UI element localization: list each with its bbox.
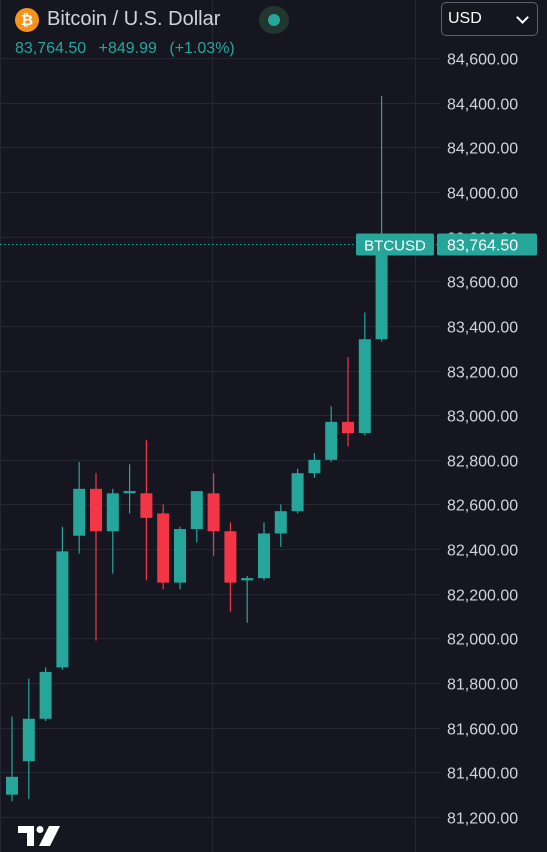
candlestick-series bbox=[6, 95, 388, 802]
price-axis[interactable]: 81,200.00 81,400.00 81,600.00 81,800.00 82,0… bbox=[437, 52, 537, 828]
currency-select[interactable]: USD bbox=[441, 2, 538, 36]
candle bbox=[22, 678, 35, 800]
price-tick-label: 81,400.00 bbox=[447, 766, 518, 783]
candle-body bbox=[106, 493, 119, 532]
candle-body bbox=[140, 493, 153, 518]
candle bbox=[6, 716, 18, 802]
price-change: +849.99 bbox=[98, 40, 157, 57]
market-open-dot-icon bbox=[259, 6, 289, 34]
candle bbox=[241, 575, 254, 623]
candle-body bbox=[39, 671, 52, 719]
price-change-percent: (+1.03%) bbox=[169, 40, 235, 57]
candle bbox=[190, 491, 203, 543]
candle-body bbox=[258, 533, 270, 579]
candle bbox=[123, 464, 136, 514]
last-price: 83,764.50 bbox=[15, 40, 87, 57]
candle-body bbox=[224, 531, 237, 583]
chevron-down-icon bbox=[516, 10, 529, 24]
price-tick-label: 81,800.00 bbox=[447, 677, 518, 694]
candle-body bbox=[274, 511, 287, 534]
price-tick-label: 83,200.00 bbox=[447, 365, 518, 382]
last-price-overlay: BTCUSD bbox=[0, 233, 440, 256]
price-quote: 83,764.50 +849.99 (+1.03%) bbox=[15, 40, 243, 58]
candle-body bbox=[73, 488, 86, 536]
price-tick-label: 84,200.00 bbox=[447, 141, 518, 158]
candle-body bbox=[56, 551, 69, 668]
candle bbox=[90, 473, 102, 641]
candle bbox=[308, 453, 321, 478]
price-tick-label: 84,600.00 bbox=[447, 52, 518, 69]
price-tick-label: 83,600.00 bbox=[447, 275, 518, 292]
last-price-label-box bbox=[437, 233, 537, 256]
price-tick-label: 84,400.00 bbox=[447, 97, 518, 114]
price-tick-label: 82,800.00 bbox=[447, 454, 518, 471]
price-tick-label: 81,200.00 bbox=[447, 811, 518, 828]
price-tick-label: 82,400.00 bbox=[447, 543, 518, 560]
candle-body bbox=[6, 776, 18, 795]
candle bbox=[174, 526, 186, 590]
symbol-label-box bbox=[356, 233, 434, 256]
candle-body bbox=[123, 491, 136, 494]
price-tick-label: 83,400.00 bbox=[447, 320, 518, 337]
candle bbox=[224, 522, 237, 612]
candle bbox=[358, 312, 371, 436]
last-price-label: 83,764.50 bbox=[447, 238, 518, 255]
symbol-header: ₿ Bitcoin / U.S. Dollar 83,764.50 +849.9… bbox=[0, 0, 440, 68]
candle bbox=[274, 504, 287, 547]
price-tick-label: 83,000.00 bbox=[447, 409, 518, 426]
candle bbox=[207, 473, 220, 556]
candle bbox=[375, 95, 388, 342]
candle-body bbox=[291, 473, 304, 512]
candle bbox=[325, 406, 338, 463]
candle-body bbox=[375, 244, 388, 340]
price-tick-label: 82,200.00 bbox=[447, 588, 518, 605]
candle bbox=[157, 504, 170, 590]
candle bbox=[140, 439, 153, 581]
candle-body bbox=[190, 491, 203, 530]
bitcoin-icon: ₿ bbox=[15, 8, 39, 32]
candle-body bbox=[90, 488, 102, 532]
candle bbox=[342, 357, 354, 447]
candle-body bbox=[342, 421, 354, 434]
symbol-title[interactable]: Bitcoin / U.S. Dollar bbox=[47, 8, 221, 30]
candle bbox=[73, 462, 86, 554]
candle bbox=[56, 526, 69, 670]
candle-body bbox=[241, 578, 254, 581]
candle-body bbox=[308, 459, 321, 474]
candle-body bbox=[157, 513, 170, 583]
candle-body bbox=[325, 421, 338, 460]
candle-body bbox=[207, 493, 220, 532]
candle-body bbox=[174, 529, 186, 583]
candle bbox=[258, 522, 270, 581]
tradingview-logo-icon[interactable] bbox=[18, 826, 62, 846]
candle bbox=[39, 667, 52, 722]
candle bbox=[291, 468, 304, 514]
chart-grid bbox=[0, 0, 440, 852]
candle-body bbox=[358, 339, 371, 434]
price-tick-label: 81,600.00 bbox=[447, 722, 518, 739]
price-tick-label: 82,600.00 bbox=[447, 498, 518, 515]
candle-body bbox=[22, 718, 35, 762]
price-tick-label: 82,000.00 bbox=[447, 632, 518, 649]
symbol-label: BTCUSD bbox=[364, 238, 426, 255]
candle bbox=[106, 488, 119, 574]
price-tick-label: 84,000.00 bbox=[447, 186, 518, 203]
currency-select-value: USD bbox=[448, 10, 482, 27]
